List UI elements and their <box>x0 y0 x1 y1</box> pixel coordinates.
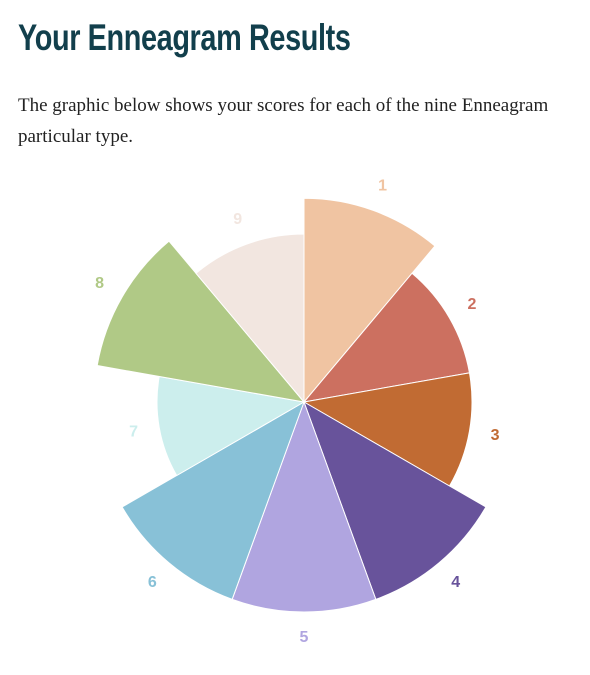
slice-type-3 <box>302 372 473 487</box>
slice-type-9 <box>195 233 305 404</box>
intro-text: The graphic below shows your scores for … <box>18 90 590 154</box>
label-type-7: 7 <box>129 423 138 440</box>
slice-type-4 <box>303 400 487 600</box>
slice-type-6 <box>121 400 305 600</box>
chart-slices <box>96 197 487 613</box>
label-type-4: 4 <box>451 574 460 591</box>
intro-text-line: The graphic below shows your scores for … <box>18 95 549 116</box>
slice-type-1 <box>303 197 436 404</box>
label-type-6: 6 <box>148 574 157 591</box>
label-type-1: 1 <box>378 177 387 194</box>
chart-type-labels: 1 2 3 4 5 6 7 8 9 <box>95 177 499 646</box>
page-title: Your Enneagram Results <box>18 17 351 58</box>
label-type-9: 9 <box>233 211 242 228</box>
label-type-5: 5 <box>300 629 309 646</box>
label-type-2: 2 <box>468 296 477 313</box>
label-type-3: 3 <box>491 427 500 444</box>
label-type-8: 8 <box>95 275 104 292</box>
slice-type-5 <box>231 400 377 613</box>
slice-type-8 <box>96 240 306 403</box>
slice-type-7 <box>156 375 306 477</box>
slice-type-2 <box>302 272 471 403</box>
intro-text-line: particular type. <box>18 126 134 147</box>
